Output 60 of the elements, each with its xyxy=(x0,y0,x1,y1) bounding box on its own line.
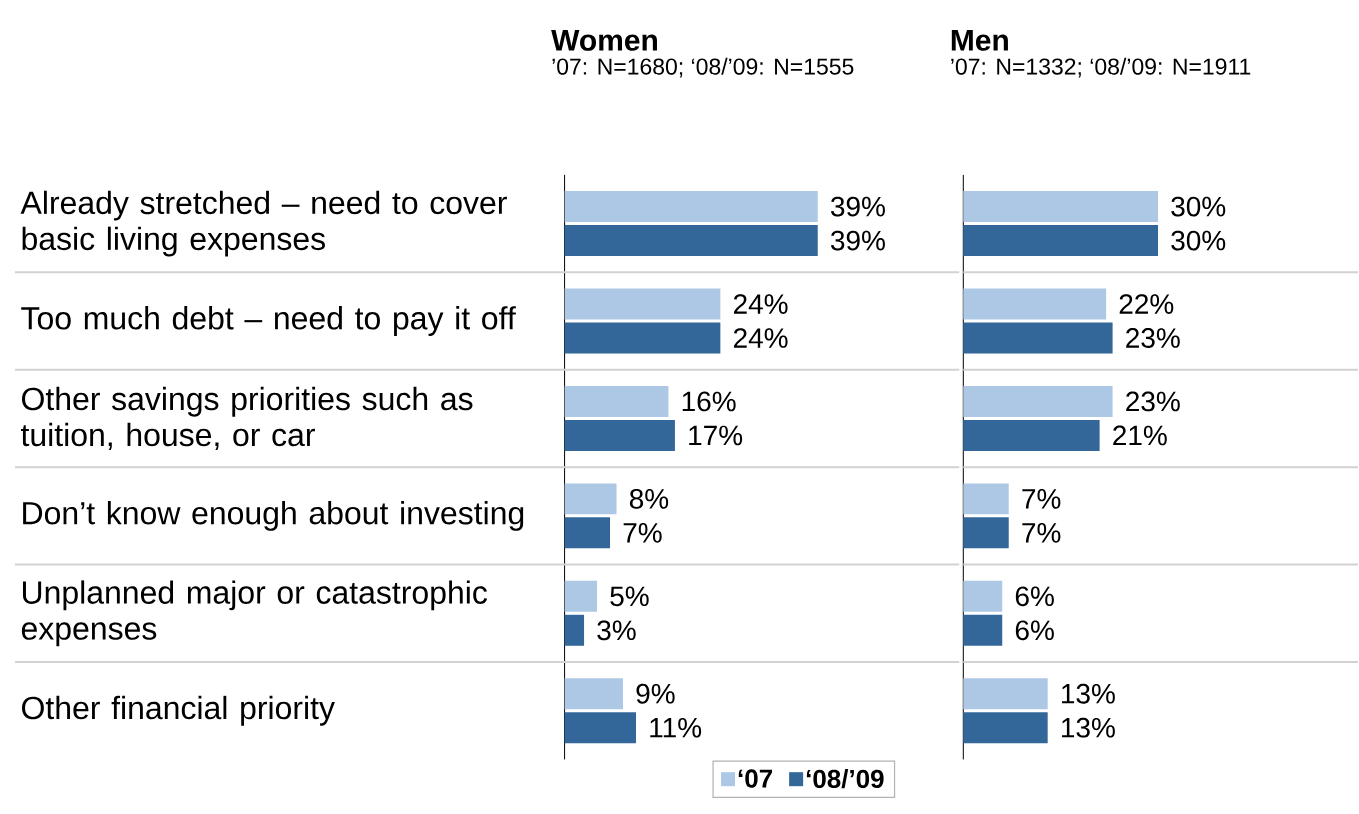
data-label: 30% xyxy=(1171,230,1226,251)
bar xyxy=(963,190,1159,222)
data-label: 7% xyxy=(623,522,662,543)
bar xyxy=(564,288,721,320)
data-label: 16% xyxy=(682,391,736,412)
bar xyxy=(963,678,1048,710)
data-label: 11% xyxy=(650,717,702,738)
data-label: 8% xyxy=(629,488,669,509)
bar xyxy=(963,224,1159,256)
bar xyxy=(564,678,623,710)
data-label: 23% xyxy=(1126,327,1180,348)
data-label: 6% xyxy=(1015,620,1054,641)
data-label: 7% xyxy=(1022,522,1061,543)
chart-title: Women xyxy=(551,29,657,51)
data-label: 3% xyxy=(597,620,636,641)
data-label: 17% xyxy=(689,425,743,446)
data-label: 13% xyxy=(1062,717,1115,738)
y-tick-label: Unplanned major or catastrophic expenses xyxy=(21,580,487,646)
y-tick-label: Already stretched – need to cover basic living expenses xyxy=(20,190,507,257)
data-label: 23% xyxy=(1126,391,1180,412)
bar xyxy=(963,712,1048,744)
data-label: 22% xyxy=(1119,293,1174,314)
chart-subtitle: ’07: N=1680; ‘08/’09: N=1555 xyxy=(552,57,854,78)
y-tick-label: Too much debt – need to pay it off xyxy=(21,305,516,336)
bar xyxy=(564,517,611,549)
data-label: 6% xyxy=(1015,586,1054,607)
data-label: 24% xyxy=(733,327,788,348)
bar xyxy=(963,517,1009,549)
bar xyxy=(963,322,1113,354)
bar xyxy=(963,614,1003,646)
legend-label: ‘08/’09 xyxy=(806,768,884,789)
y-tick-label: Other financial priority xyxy=(22,695,335,726)
y-tick-label: Other savings priorities such as tuition, house, or car xyxy=(20,386,473,450)
data-label: 21% xyxy=(1113,425,1167,446)
bar xyxy=(963,288,1107,320)
bar xyxy=(564,614,585,646)
bar xyxy=(963,385,1113,417)
bar xyxy=(963,483,1009,515)
bar xyxy=(564,190,818,222)
bar xyxy=(564,712,636,744)
bar xyxy=(564,483,617,515)
bar xyxy=(963,580,1003,612)
data-label: 5% xyxy=(610,586,649,606)
data-label: 30% xyxy=(1171,196,1226,217)
data-label: 39% xyxy=(830,230,885,251)
bar xyxy=(564,322,721,354)
data-label: 39% xyxy=(830,196,885,217)
data-label: 9% xyxy=(636,683,675,704)
data-label: 24% xyxy=(733,293,788,314)
y-tick-label: Don’t know enough about investing xyxy=(23,500,524,531)
bar xyxy=(564,419,675,451)
legend-label: ‘07 xyxy=(738,769,773,788)
data-label: 13% xyxy=(1062,683,1115,704)
chart-subtitle: ’07: N=1332; ‘08/’09: N=1911 xyxy=(951,57,1251,78)
data-label: 7% xyxy=(1022,488,1061,509)
bar xyxy=(564,224,818,256)
bar xyxy=(564,385,669,417)
bar xyxy=(564,580,598,612)
chart-title: Men xyxy=(951,29,1008,51)
bar xyxy=(963,419,1100,451)
